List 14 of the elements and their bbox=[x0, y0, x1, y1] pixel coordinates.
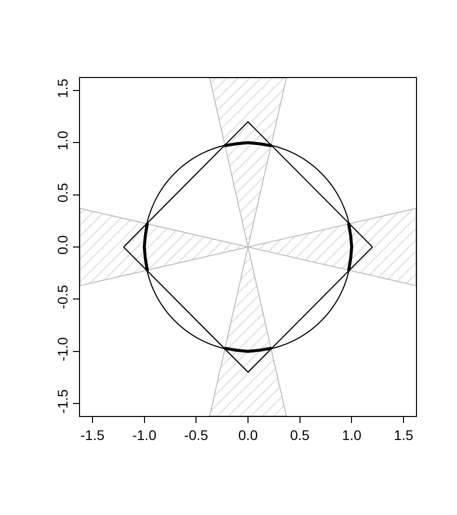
y-tick-label: 1.5 bbox=[54, 78, 70, 98]
y-tick-label: -1.0 bbox=[54, 336, 70, 362]
x-tick-label: 0.0 bbox=[238, 426, 258, 443]
x-tick-label: -1.5 bbox=[80, 426, 105, 443]
y-tick-label: 0.0 bbox=[54, 234, 70, 255]
x-tick-label: 1.5 bbox=[394, 426, 414, 443]
y-tick-label: 1.0 bbox=[54, 130, 70, 150]
y-tick-label: 0.5 bbox=[54, 182, 70, 202]
x-tick-label: 0.5 bbox=[290, 426, 310, 443]
y-tick-label: -0.5 bbox=[54, 284, 70, 310]
y-tick-label: -1.5 bbox=[54, 389, 70, 414]
x-tick-label: 1.0 bbox=[342, 426, 362, 443]
x-tick-label: -0.5 bbox=[184, 426, 208, 443]
x-tick-label: -1.0 bbox=[132, 426, 157, 443]
